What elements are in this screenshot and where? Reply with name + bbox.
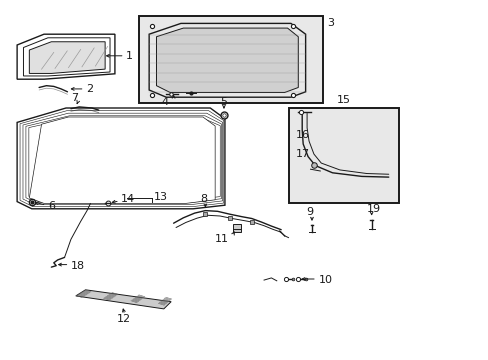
Text: 11: 11 (215, 234, 229, 244)
Text: 18: 18 (71, 261, 85, 271)
Polygon shape (76, 290, 171, 309)
Bar (139, 16, 322, 103)
Bar (288, 108, 398, 203)
Text: 6: 6 (48, 201, 55, 211)
Text: 1: 1 (126, 51, 133, 61)
Text: 3: 3 (327, 18, 334, 28)
Text: 8: 8 (200, 194, 207, 204)
Text: 10: 10 (318, 275, 332, 285)
Text: 7: 7 (71, 93, 78, 103)
Text: 16: 16 (295, 130, 309, 140)
Text: 4: 4 (161, 96, 168, 107)
Polygon shape (156, 28, 298, 93)
Text: 13: 13 (153, 192, 167, 202)
Text: 2: 2 (86, 84, 93, 94)
Text: 17: 17 (295, 149, 309, 159)
Text: 14: 14 (121, 194, 135, 204)
Text: 12: 12 (116, 314, 130, 324)
Text: 5: 5 (220, 97, 226, 107)
Polygon shape (29, 117, 215, 203)
Text: 19: 19 (366, 204, 380, 214)
Text: 9: 9 (306, 207, 313, 217)
Polygon shape (29, 42, 105, 73)
Text: 15: 15 (336, 95, 350, 105)
